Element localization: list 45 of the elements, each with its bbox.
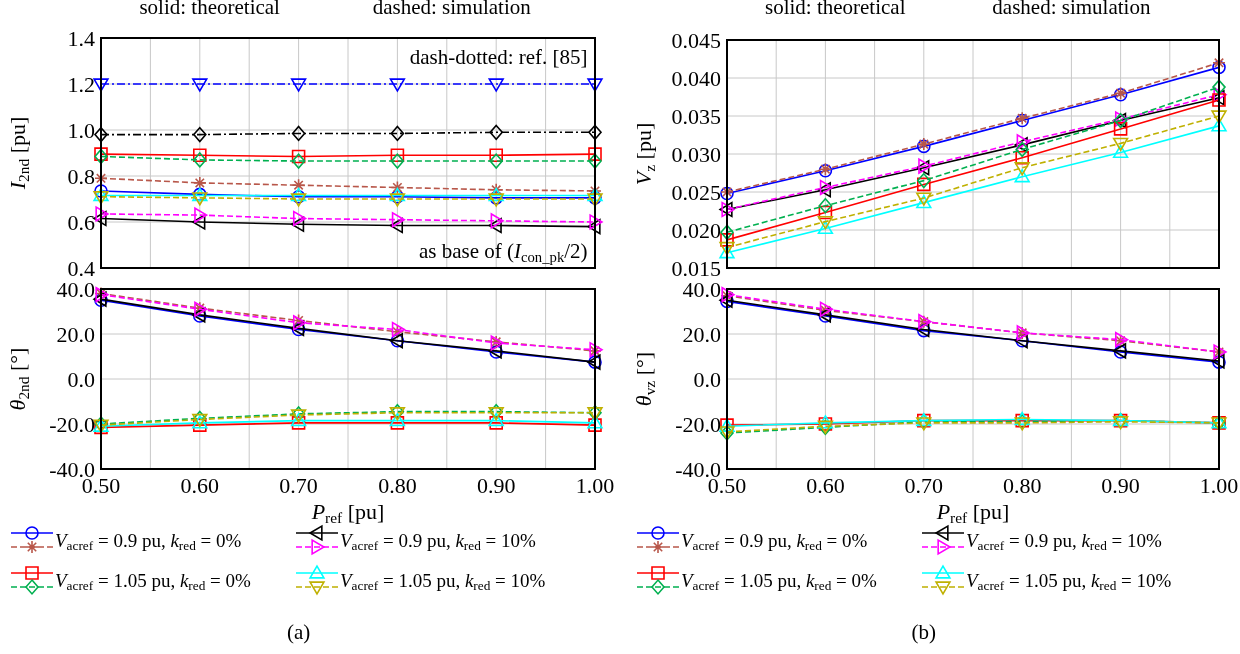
x-tick-label: 1.00	[575, 473, 615, 498]
x-tick-label: 0.70	[279, 473, 318, 498]
x-tick-label: 0.60	[180, 473, 220, 498]
text: solid: theoretical	[764, 0, 906, 19]
legend-label: V$_{acref}$ = 1.05 pu, k$_{red}$ = 10%	[340, 570, 546, 594]
text: (b)	[911, 620, 937, 644]
y-tick-label: 20.0	[56, 321, 95, 347]
legend-label: V$_{acref}$ = 0.9 pu, k$_{red}$ = 0%	[55, 530, 242, 554]
x-tick-label: 0.80	[1002, 473, 1042, 498]
y-tick-label: 1.0	[67, 117, 95, 143]
y-tick-label: 0.025	[671, 179, 721, 205]
text: dashed: simulation	[992, 0, 1151, 19]
x-tick-label: 1.00	[1199, 473, 1239, 498]
text: dashed: simulation	[372, 0, 532, 19]
y-tick-label: 0.040	[671, 65, 721, 91]
text: solid: theoretical	[139, 0, 281, 19]
x-axis-title: P$_{ref}$ [pu]	[935, 499, 1010, 526]
legend-label: V$_{acref}$ = 0.9 pu, k$_{red}$ = 0%	[681, 530, 868, 554]
y-tick-label: 1.2	[67, 71, 95, 97]
legend-label: V$_{acref}$ = 0.9 pu, k$_{red}$ = 10%	[966, 530, 1163, 554]
y-tick-label: 0.6	[67, 209, 95, 235]
text: (a)	[286, 620, 311, 644]
x-tick-label: 0.80	[378, 473, 417, 498]
y-tick-label: 0.8	[67, 163, 95, 189]
y-tick-label: 0.0	[693, 366, 721, 392]
y-tick-label: 20.0	[682, 321, 721, 347]
y-tick-label: 0.020	[671, 217, 721, 243]
x-tick-label: 0.90	[1101, 473, 1140, 498]
legend-label: V$_{acref}$ = 0.9 pu, k$_{red}$ = 10%	[340, 530, 537, 554]
legend-label: V$_{acref}$ = 1.05 pu, k$_{red}$ = 10%	[966, 570, 1172, 594]
legend-label: V$_{acref}$ = 1.05 pu, k$_{red}$ = 0%	[681, 570, 878, 594]
y-tick-label: 1.4	[67, 25, 95, 51]
y-tick-label: -20.0	[675, 411, 721, 437]
x-tick-label: 0.70	[904, 473, 944, 498]
annotation: as base of (I$_{con_pk}$/2)	[418, 239, 588, 265]
y-tick-label: 0.0	[67, 366, 95, 392]
y-tick-label: 0.035	[671, 103, 721, 129]
y-tick-label: -20.0	[49, 411, 95, 437]
x-tick-label: 0.60	[806, 473, 845, 498]
annotation: dash-dotted: ref. [85]	[409, 45, 588, 69]
legend-label: V$_{acref}$ = 1.05 pu, k$_{red}$ = 0%	[55, 570, 252, 594]
y-tick-label: 0.030	[671, 141, 721, 167]
x-tick-label: 0.90	[476, 473, 516, 498]
y-tick-label: 0.045	[671, 27, 721, 53]
x-axis-title: P$_{ref}$ [pu]	[310, 499, 385, 526]
